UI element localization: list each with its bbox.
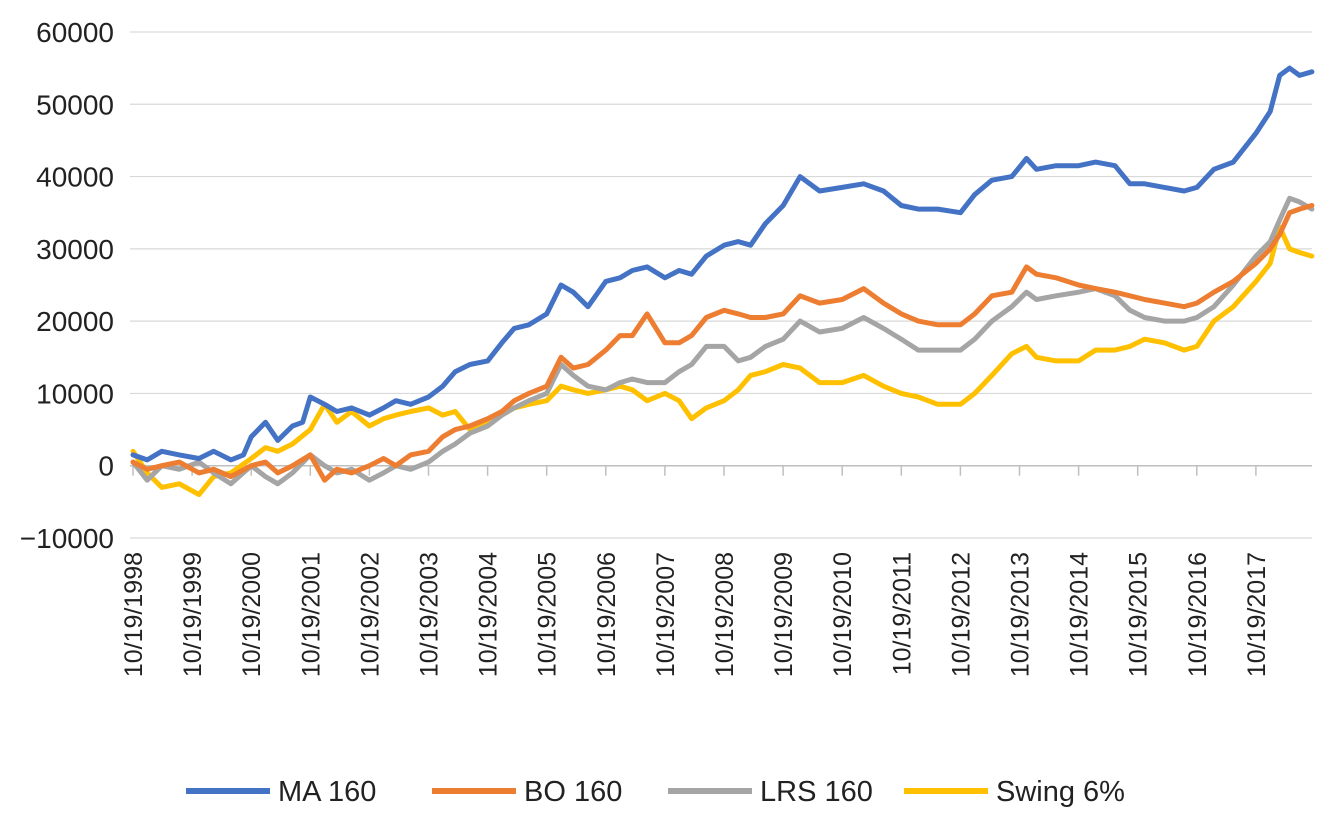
legend-label: MA 160 (278, 776, 376, 808)
y-tick-label: 30000 (36, 234, 114, 265)
x-tick-label: 10/19/2004 (475, 552, 503, 677)
y-axis-ticks: 60000 50000 40000 30000 20000 10000 0 −10000 (20, 17, 114, 554)
x-tick-label: 10/19/2006 (593, 552, 621, 677)
y-tick-label: 20000 (36, 306, 114, 337)
series-line-bo-160 (130, 203, 1315, 483)
legend-label: Swing 6% (996, 776, 1125, 808)
series-lines (130, 65, 1315, 498)
gridlines (130, 31, 1312, 539)
y-tick-label: 40000 (36, 162, 114, 193)
series-line-swing-6- (130, 224, 1315, 498)
y-tick-label: 60000 (36, 17, 114, 48)
x-tick-label: 10/19/2009 (770, 552, 798, 677)
legend-label: BO 160 (524, 776, 622, 808)
x-tick-label: 10/19/2012 (947, 552, 975, 677)
x-tick-label: 10/19/2010 (829, 552, 857, 677)
x-tick-label: 10/19/2016 (1184, 552, 1212, 677)
y-tick-label: 0 (98, 451, 114, 482)
x-tick-label: 10/19/2005 (534, 552, 562, 677)
x-tick-label: 10/19/1999 (179, 552, 207, 677)
y-tick-label: 50000 (36, 89, 114, 120)
x-tick-label: 10/19/2014 (1066, 552, 1094, 677)
x-tick-label: 10/19/2017 (1243, 552, 1271, 677)
x-tick-label: 10/19/1998 (120, 552, 148, 677)
x-tick-label: 10/19/2000 (238, 552, 266, 677)
y-tick-label: −10000 (20, 523, 114, 554)
x-tick-label: 10/19/2008 (711, 552, 739, 677)
series-line-ma-160 (130, 65, 1315, 463)
x-tick-label: 10/19/2002 (356, 552, 384, 677)
x-tick-label: 10/19/2003 (416, 552, 444, 677)
legend-label: LRS 160 (760, 776, 873, 808)
x-tick-label: 10/19/2007 (652, 552, 680, 677)
y-tick-label: 10000 (36, 378, 114, 409)
legend: MA 160 BO 160 LRS 160 Swing 6% (186, 776, 1125, 808)
x-tick-label: 10/19/2011 (888, 552, 916, 675)
x-axis: 10/19/1998 10/19/1999 10/19/2000 10/19/2001… (120, 464, 1312, 677)
x-tick-label: 10/19/2001 (297, 552, 325, 677)
series-line-lrs-160 (130, 195, 1315, 487)
x-tick-label: 10/19/2015 (1125, 552, 1153, 677)
x-tick-label: 10/19/2013 (1007, 552, 1035, 677)
